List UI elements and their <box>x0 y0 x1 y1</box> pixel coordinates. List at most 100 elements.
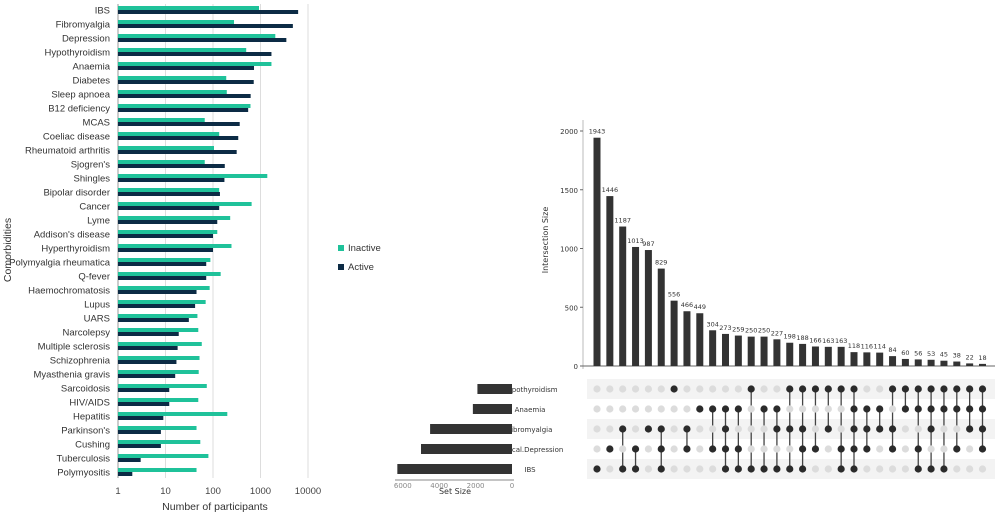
matrix-dot-active <box>593 465 601 473</box>
matrix-dot-active <box>876 405 884 413</box>
set-size-tick-label: 6000 <box>394 482 412 490</box>
bar-inactive <box>118 300 206 304</box>
matrix-dot-active <box>901 405 910 413</box>
bar-inactive <box>118 244 232 248</box>
x-tick-label: 100 <box>205 486 221 497</box>
set-size-bar <box>472 404 512 414</box>
matrix-dot-inactive <box>644 445 653 453</box>
matrix-dot-inactive <box>644 405 653 413</box>
intersection-value-label: 1943 <box>589 128 606 136</box>
matrix-dot-active <box>953 385 961 393</box>
intersection-bar <box>863 352 871 366</box>
intersection-value-label: 1187 <box>614 217 631 225</box>
y-axis-label: Comorbidities <box>2 218 14 282</box>
bar-active <box>118 94 251 98</box>
intersection-bar <box>850 352 858 366</box>
bar-inactive <box>118 426 197 430</box>
matrix-dot-inactive <box>747 425 755 433</box>
matrix-dot-active <box>721 445 730 453</box>
matrix-dot-inactive <box>631 405 640 413</box>
matrix-dot-active <box>619 465 627 473</box>
matrix-dot-active <box>734 405 742 413</box>
bar-active <box>118 80 254 84</box>
intersection-bar <box>837 346 845 366</box>
matrix-dot-inactive <box>824 465 832 473</box>
set-size-bar <box>421 444 512 454</box>
bar-active <box>118 38 287 42</box>
matrix-dot-active <box>914 445 922 453</box>
bar-inactive <box>118 412 228 416</box>
intersection-bar <box>709 330 717 366</box>
matrix-dot-inactive <box>811 465 820 473</box>
category-label: Polymyalgia rheumatica <box>9 258 111 269</box>
category-label: Fibromyalgia <box>56 20 111 31</box>
intersection-value-label: 1013 <box>627 237 644 245</box>
bar-inactive <box>118 230 218 234</box>
set-label: Fibromyalgia <box>508 426 553 434</box>
matrix-dot-active <box>734 445 742 453</box>
matrix-dot-active <box>978 385 987 393</box>
matrix-dot-active <box>799 465 807 473</box>
bar-inactive <box>118 356 200 360</box>
intersection-bar <box>966 363 974 366</box>
category-label: Sarcoidosis <box>61 384 110 395</box>
intersection-value-label: 56 <box>914 349 922 357</box>
legend-label: Inactive <box>348 243 381 254</box>
category-label: Polymyositis <box>57 468 110 479</box>
set-size-label: Set Size <box>439 487 471 496</box>
intersection-value-label: 45 <box>940 351 948 359</box>
matrix-dot-inactive <box>696 425 704 433</box>
category-label: Hepatitis <box>73 412 110 423</box>
matrix-dot-active <box>927 405 935 413</box>
bar-active <box>118 444 161 448</box>
matrix-dot-active <box>888 445 897 453</box>
bar-active <box>118 472 133 476</box>
bar-active <box>118 402 170 406</box>
intersection-value-label: 60 <box>901 349 909 357</box>
intersection-bar <box>593 137 601 366</box>
matrix-dot-active <box>850 425 858 433</box>
matrix-dot-active <box>927 385 935 393</box>
matrix-dot-inactive <box>837 405 845 413</box>
bar-inactive <box>118 34 276 38</box>
matrix-dot-active <box>786 385 794 393</box>
matrix-dot-inactive <box>747 445 755 453</box>
bar-inactive <box>118 188 220 192</box>
bar-inactive <box>118 202 252 206</box>
matrix-dot-active <box>657 445 665 453</box>
bar-inactive <box>118 6 260 10</box>
bar-inactive <box>118 174 268 178</box>
intersection-bar <box>786 342 794 366</box>
intersection-bar <box>953 361 961 366</box>
matrix-dot-active <box>927 425 935 433</box>
bar-active <box>118 192 220 196</box>
category-label: MCAS <box>83 118 110 129</box>
intersection-value-label: 1446 <box>602 186 619 194</box>
bar-inactive <box>118 160 205 164</box>
bar-inactive <box>118 216 231 220</box>
matrix-dot-inactive <box>760 385 768 393</box>
bar-inactive <box>118 118 205 122</box>
matrix-dot-active <box>850 405 858 413</box>
bar-active <box>118 360 177 364</box>
matrix-dot-active <box>773 405 781 413</box>
bar-inactive <box>118 272 221 276</box>
intersection-value-label: 188 <box>796 334 808 342</box>
intersection-bar <box>619 226 627 366</box>
matrix-dot-inactive <box>888 405 897 413</box>
matrix-dot-inactive <box>876 465 884 473</box>
intersection-value-label: 166 <box>809 336 821 344</box>
matrix-dot-inactive <box>876 385 884 393</box>
matrix-dot-inactive <box>606 385 614 393</box>
bar-active <box>118 10 299 14</box>
bar-inactive <box>118 398 199 402</box>
bar-inactive <box>118 314 198 318</box>
matrix-dot-inactive <box>811 405 820 413</box>
intersection-value-label: 22 <box>966 353 974 361</box>
intersection-bar <box>901 358 909 366</box>
bar-inactive <box>118 48 247 52</box>
bar-inactive <box>118 328 199 332</box>
matrix-dot-active <box>696 405 704 413</box>
matrix-dot-inactive <box>683 465 691 473</box>
matrix-dot-active <box>966 385 974 393</box>
